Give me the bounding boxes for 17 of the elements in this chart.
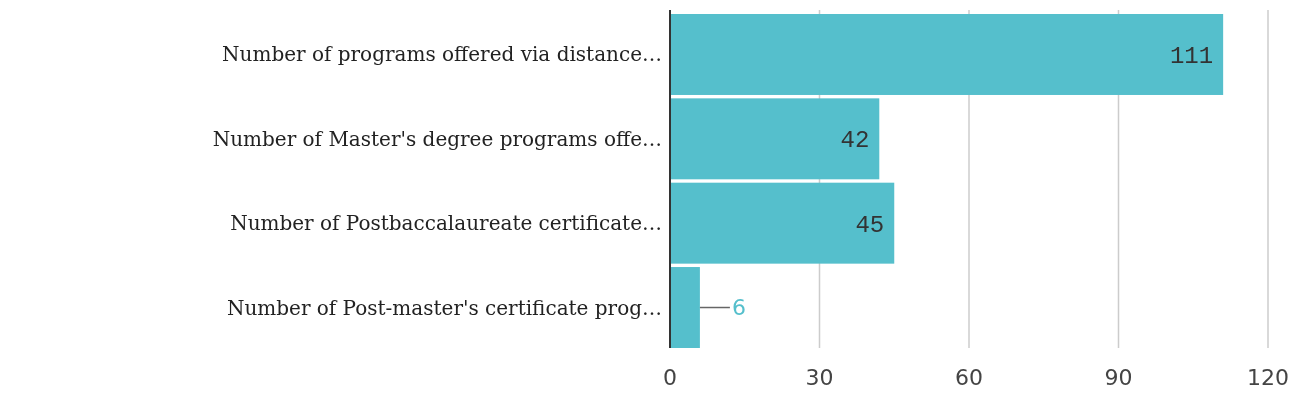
bar [670,182,895,264]
x-tick-label: 120 [1247,365,1289,390]
bar [670,267,700,348]
x-tick-label: 90 [1104,365,1133,390]
bar [670,14,1224,95]
bar [670,98,880,180]
x-tick-label: 0 [663,365,677,390]
data-label: 111 [1169,42,1214,70]
data-label: 42 [840,127,870,155]
data-label: 6 [731,295,746,321]
y-tick-label: Number of Master's degree programs offe… [212,126,662,151]
data-label: 45 [855,211,885,239]
y-tick-label: Number of Post-master's certificate prog… [226,295,662,320]
y-tick-label: Number of programs offered via distance… [222,42,662,67]
x-tick-label: 60 [955,365,983,390]
x-tick-label: 30 [805,365,834,390]
y-tick-label: Number of Postbaccalaureate certificate… [230,211,662,236]
